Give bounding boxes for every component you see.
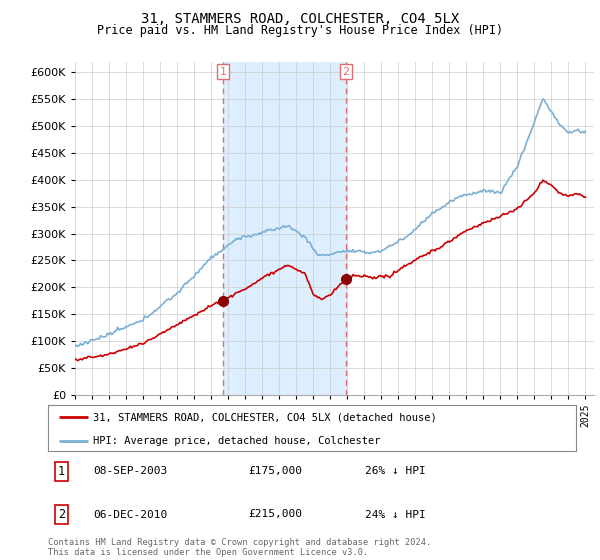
Text: 08-SEP-2003: 08-SEP-2003 bbox=[93, 466, 167, 477]
Text: 2: 2 bbox=[343, 67, 349, 77]
Text: £175,000: £175,000 bbox=[248, 466, 302, 477]
Text: 1: 1 bbox=[58, 465, 65, 478]
Bar bbox=[223, 62, 346, 395]
Text: £215,000: £215,000 bbox=[248, 510, 302, 520]
Text: 1: 1 bbox=[220, 67, 226, 77]
Text: 31, STAMMERS ROAD, COLCHESTER, CO4 5LX: 31, STAMMERS ROAD, COLCHESTER, CO4 5LX bbox=[141, 12, 459, 26]
Text: 31, STAMMERS ROAD, COLCHESTER, CO4 5LX (detached house): 31, STAMMERS ROAD, COLCHESTER, CO4 5LX (… bbox=[93, 412, 437, 422]
Text: Contains HM Land Registry data © Crown copyright and database right 2024.
This d: Contains HM Land Registry data © Crown c… bbox=[48, 538, 431, 557]
Text: 26% ↓ HPI: 26% ↓ HPI bbox=[365, 466, 425, 477]
Text: 06-DEC-2010: 06-DEC-2010 bbox=[93, 510, 167, 520]
Text: 24% ↓ HPI: 24% ↓ HPI bbox=[365, 510, 425, 520]
Text: 2: 2 bbox=[58, 508, 65, 521]
Text: Price paid vs. HM Land Registry's House Price Index (HPI): Price paid vs. HM Land Registry's House … bbox=[97, 24, 503, 36]
Text: HPI: Average price, detached house, Colchester: HPI: Average price, detached house, Colc… bbox=[93, 436, 380, 446]
